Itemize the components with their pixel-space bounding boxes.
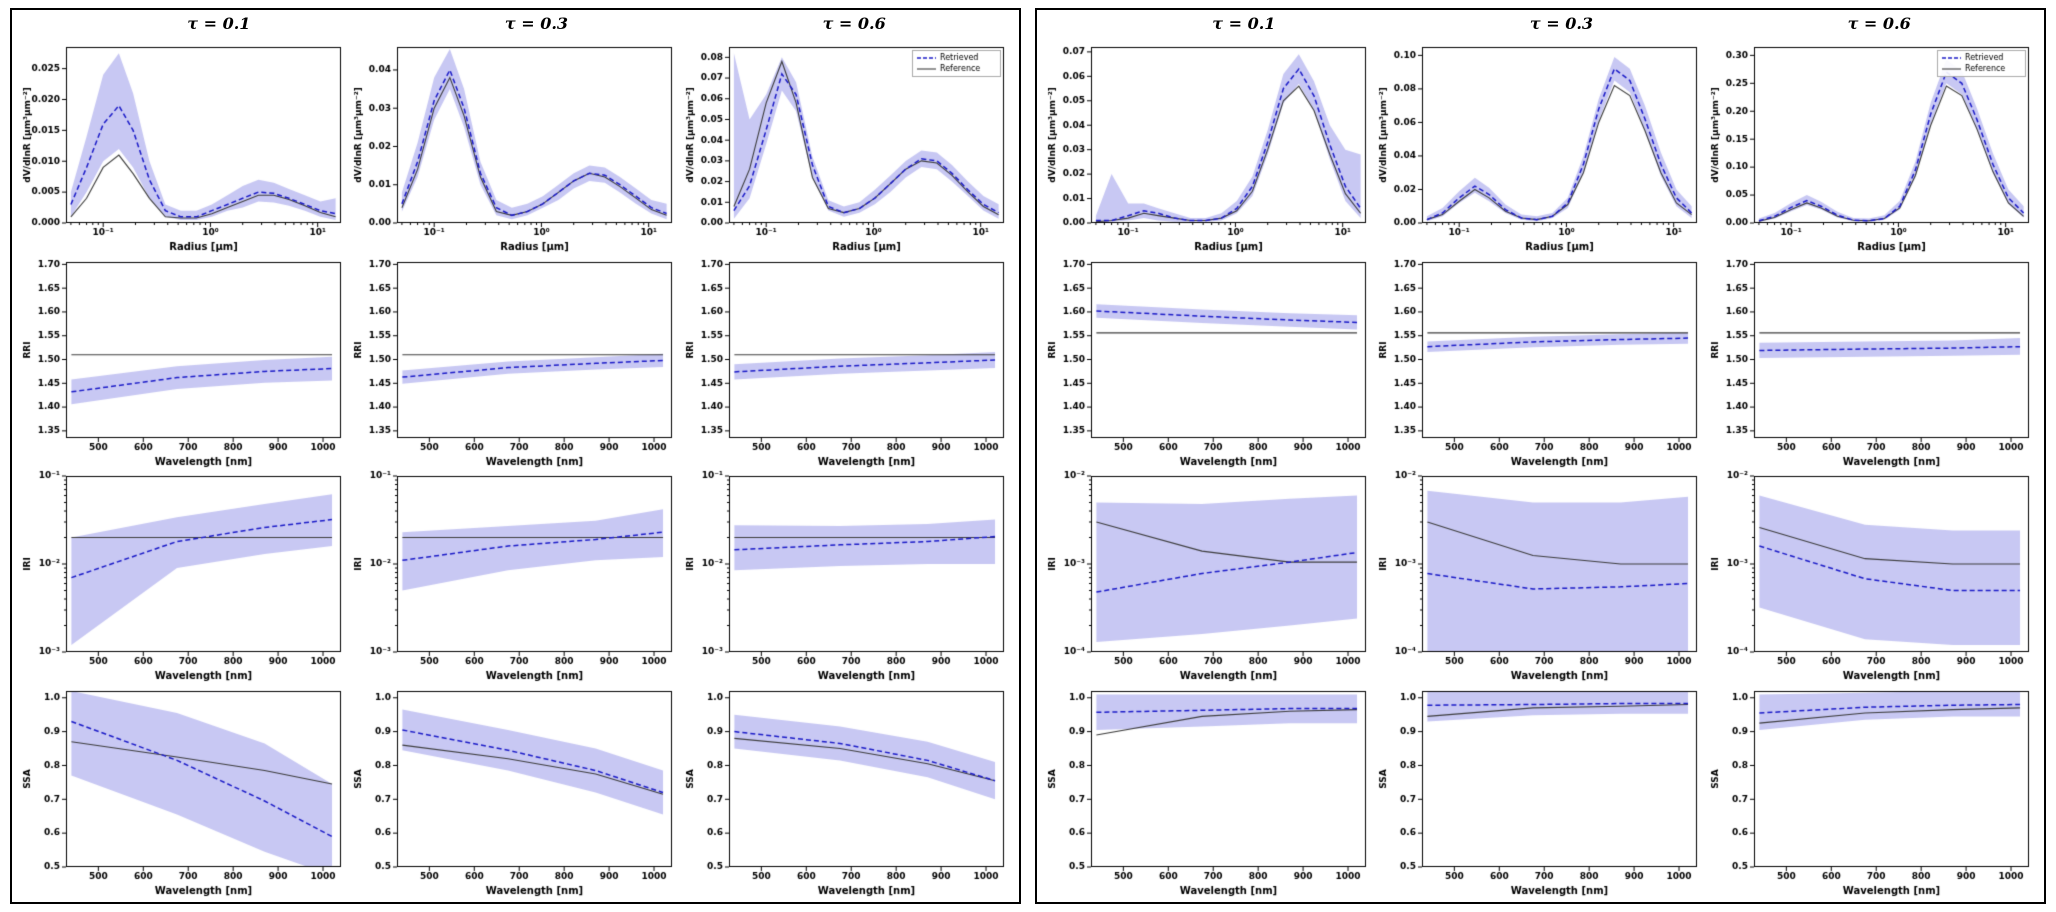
subplot-left-ssa-t01 (18, 684, 349, 897)
subplot-right-rri-t01 (1043, 255, 1374, 468)
subplot-right-iri-t06 (1707, 470, 2038, 683)
column-title-tau-0.1: τ = 0.1 (187, 14, 251, 33)
left-panel: τ = 0.1 τ = 0.3 τ = 0.6 (10, 8, 1021, 904)
subplot-right-ssa-t01 (1043, 684, 1374, 897)
subplot-left-psd-t03 (350, 41, 681, 254)
column-title-tau-0.1: τ = 0.1 (1212, 14, 1276, 33)
right-panel: τ = 0.1 τ = 0.3 τ = 0.6 (1035, 8, 2046, 904)
right-panel-header: τ = 0.1 τ = 0.3 τ = 0.6 (1043, 14, 2038, 40)
subplot-left-rri-t06 (682, 255, 1013, 468)
right-panel-grid (1043, 40, 2038, 898)
left-panel-header: τ = 0.1 τ = 0.3 τ = 0.6 (18, 14, 1013, 40)
column-title-tau-0.3: τ = 0.3 (504, 14, 569, 33)
subplot-left-ssa-t03 (350, 684, 681, 897)
subplot-right-rri-t03 (1375, 255, 1706, 468)
subplot-left-psd-t06 (682, 41, 1013, 254)
subplot-left-iri-t01 (18, 470, 349, 683)
left-panel-grid (18, 40, 1013, 898)
column-title-tau-0.6: τ = 0.6 (822, 14, 886, 33)
subplot-left-iri-t03 (350, 470, 681, 683)
subplot-right-rri-t06 (1707, 255, 2038, 468)
subplot-right-iri-t03 (1375, 470, 1706, 683)
subplot-left-rri-t01 (18, 255, 349, 468)
subplot-left-ssa-t06 (682, 684, 1013, 897)
subplot-right-psd-t06 (1707, 41, 2038, 254)
subplot-right-ssa-t06 (1707, 684, 2038, 897)
subplot-right-ssa-t03 (1375, 684, 1706, 897)
subplot-left-psd-t01 (18, 41, 349, 254)
subplot-right-psd-t03 (1375, 41, 1706, 254)
column-title-tau-0.6: τ = 0.6 (1847, 14, 1911, 33)
subplot-right-psd-t01 (1043, 41, 1374, 254)
subplot-left-rri-t03 (350, 255, 681, 468)
subplot-left-iri-t06 (682, 470, 1013, 683)
subplot-right-iri-t01 (1043, 470, 1374, 683)
column-title-tau-0.3: τ = 0.3 (1529, 14, 1594, 33)
